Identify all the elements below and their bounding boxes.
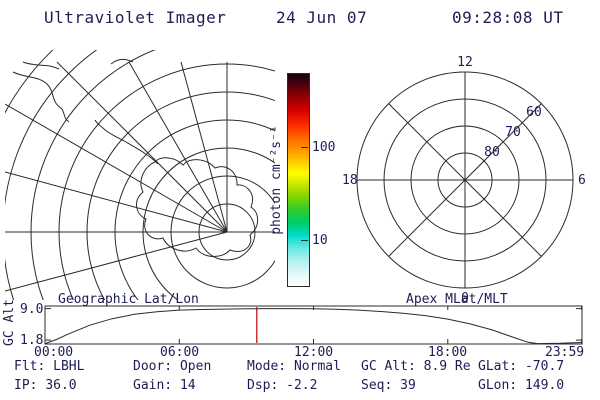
mlat-label-70: 70 — [505, 125, 521, 140]
field-label: Gain: — [133, 378, 173, 393]
colorbar-tick-10 — [301, 240, 308, 241]
antarctica-coastline — [94, 119, 259, 257]
apex-labels: 12 0 18 6 60 70 80 — [342, 55, 586, 306]
status-door: Door: Open — [133, 359, 211, 374]
header-time: 09:28:08 UT — [452, 8, 564, 27]
xtick-0000: 00:00 — [34, 345, 74, 360]
mlt-label-18: 18 — [342, 173, 358, 188]
xtick-1800: 18:00 — [428, 345, 468, 360]
mlt-label-12: 12 — [457, 55, 473, 70]
colorbar-tick-100 — [301, 147, 308, 148]
field-value: Open — [179, 359, 212, 374]
colorbar-units-label: photon cm⁻²s⁻¹ — [269, 125, 284, 235]
geographic-map-panel — [5, 50, 275, 300]
status-mode: Mode: Normal — [247, 359, 341, 374]
field-value: LBHL — [53, 359, 85, 374]
colorbar-tick-label-100: 100 — [312, 140, 336, 155]
field-label: Flt: — [14, 359, 46, 374]
field-value: Normal — [293, 359, 341, 374]
colorbar — [287, 73, 310, 287]
status-glat: GLat: -70.7 — [478, 359, 564, 374]
field-label: GC Alt: — [361, 359, 416, 374]
coastline-fragments — [12, 58, 134, 123]
field-label: IP: — [14, 378, 38, 393]
mlt-label-6: 6 — [578, 173, 586, 188]
xtick-0600: 06:00 — [160, 345, 200, 360]
status-gain: Gain: 14 — [133, 378, 196, 393]
mlat-label-80: 80 — [484, 145, 500, 160]
gcalt-ytick-1-8: 1.8 — [20, 333, 44, 348]
status-ip: IP: 36.0 — [14, 378, 77, 393]
colorbar-tick-label-10: 10 — [312, 233, 328, 248]
field-label: GLat: — [478, 359, 518, 374]
field-value: 149.0 — [524, 378, 565, 393]
field-label: GLon: — [478, 378, 518, 393]
status-gcalt: GC Alt: 8.9 Re — [361, 359, 471, 374]
gcalt-curve — [44, 308, 582, 345]
status-dsp: Dsp: -2.2 — [247, 378, 317, 393]
xtick-1200: 12:00 — [294, 345, 334, 360]
apex-grid — [356, 71, 574, 289]
gcalt-ylabel: GC Alt — [2, 299, 17, 346]
colorbar-gradient — [288, 74, 309, 286]
field-value: 8.9 Re — [423, 359, 471, 374]
field-label: Dsp: — [247, 378, 279, 393]
status-seq: Seq: 39 — [361, 378, 416, 393]
xtick-2359: 23:59 — [545, 345, 585, 360]
field-value: 36.0 — [45, 378, 77, 393]
field-label: Door: — [133, 359, 173, 374]
field-label: Mode: — [247, 359, 287, 374]
caption-geographic: Geographic Lat/Lon — [58, 292, 199, 307]
field-value: 14 — [179, 378, 196, 393]
mlt-label-0: 0 — [461, 291, 469, 306]
status-flt: Flt: LBHL — [14, 359, 84, 374]
app-title: Ultraviolet Imager — [44, 8, 227, 27]
gcalt-ytick-9: 9.0 — [20, 302, 44, 317]
mlat-label-60: 60 — [526, 105, 542, 120]
status-glon: GLon: 149.0 — [478, 378, 564, 393]
header-date: 24 Jun 07 — [276, 8, 368, 27]
geo-lat-lon-grid — [5, 50, 275, 300]
field-label: Seq: — [361, 378, 393, 393]
field-value: -70.7 — [524, 359, 565, 374]
caption-apex: Apex MLat/MLT — [406, 292, 508, 307]
field-value: 39 — [400, 378, 416, 393]
field-value: -2.2 — [286, 378, 318, 393]
apex-polar-panel: 12 0 18 6 60 70 80 — [342, 55, 586, 306]
